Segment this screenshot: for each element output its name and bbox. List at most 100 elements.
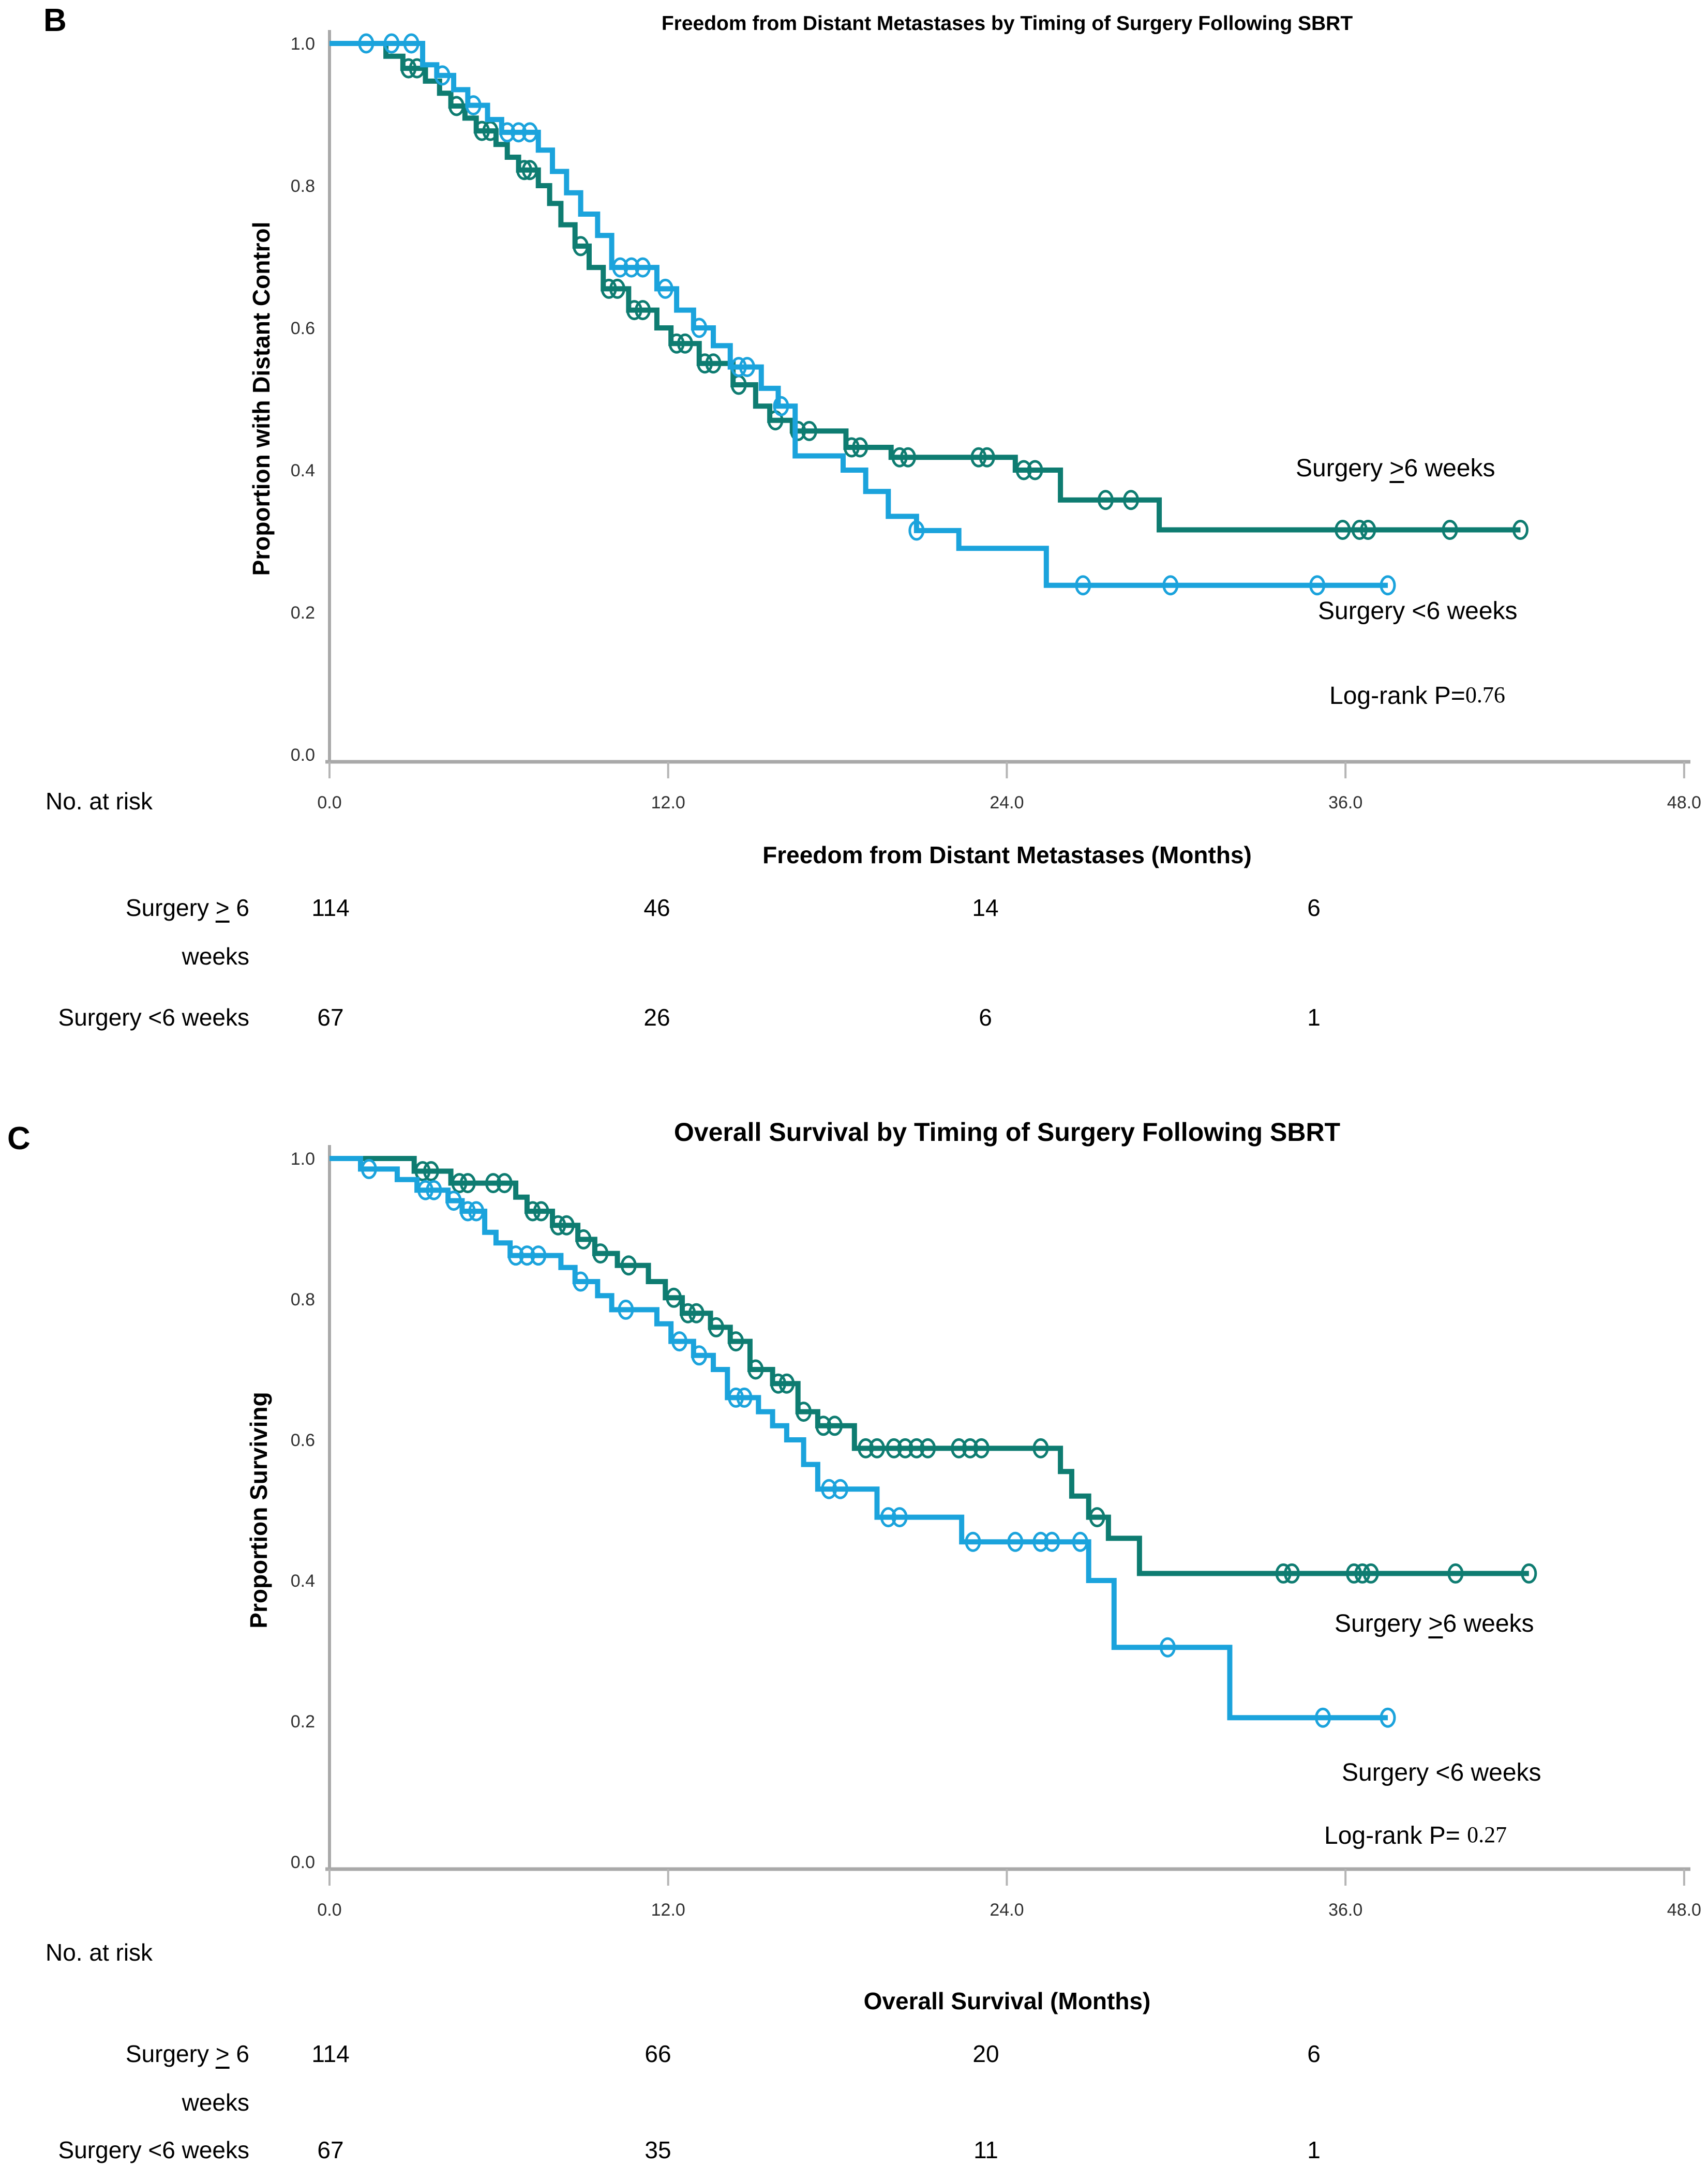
censor-mark (680, 1303, 696, 1323)
censor-mark (1346, 1563, 1362, 1584)
censor-mark (414, 1161, 431, 1181)
censor-mark (773, 396, 789, 416)
censor-mark (728, 1331, 744, 1352)
censor-mark (965, 1531, 981, 1552)
censor-mark (635, 300, 651, 321)
censor-mark (496, 1173, 513, 1194)
x-tick-label: 24.0 (990, 793, 1024, 812)
label-part: Surgery (125, 2040, 216, 2067)
censor-mark (403, 33, 419, 54)
label-part: > (215, 894, 230, 921)
panel-b-risk-row1-label-line1: Surgery > 6 (0, 894, 249, 922)
censor-mark (417, 1180, 434, 1200)
censor-mark (951, 1438, 967, 1458)
risk-count: 6 (979, 1004, 992, 1031)
censor-mark (900, 447, 916, 468)
censor-mark (801, 420, 818, 441)
censor-mark (1162, 575, 1179, 596)
label-part: Surgery <6 weeks (58, 1004, 249, 1031)
censor-mark (511, 122, 527, 143)
panel-c-risk-header: No. at risk (46, 1939, 153, 1966)
censor-mark (1380, 1707, 1396, 1728)
censor-mark (886, 1438, 902, 1458)
censor-mark (657, 278, 673, 299)
censor-mark (459, 1201, 476, 1222)
censor-mark (1159, 1637, 1176, 1658)
censor-mark (705, 353, 722, 374)
censor-mark (979, 447, 995, 468)
panel-c-x-axis-title: Overall Survival (Months) (863, 1988, 1151, 2014)
censor-mark (908, 1438, 925, 1458)
censor-mark (708, 1317, 724, 1337)
x-tick-label: 36.0 (1328, 1900, 1362, 1920)
censor-mark (1097, 490, 1114, 510)
risk-count: 66 (645, 2040, 671, 2067)
km-chart-panel-c: 0.0 12.0 24.0 36.0 48.0 1.0 0.8 0.6 0.4 0.2 0.0 (291, 1145, 1701, 1920)
censor-mark (778, 1373, 795, 1394)
censor-mark (635, 257, 651, 278)
censor-mark (697, 353, 713, 374)
label-part: Surgery <6 weeks (1318, 597, 1518, 625)
censor-mark (815, 1416, 832, 1436)
y-tick-label: 0.6 (291, 319, 315, 338)
censor-mark (1354, 1563, 1371, 1584)
y-tick-label: 0.8 (291, 176, 315, 196)
censor-mark (451, 1173, 468, 1194)
x-tick-label: 0.0 (317, 793, 341, 812)
panel-b-legend-surgery-ge6: Surgery >6 weeks (1296, 454, 1495, 483)
label-part: Surgery (125, 894, 216, 921)
censor-mark (1447, 1563, 1464, 1584)
risk-count: 1 (1307, 2136, 1321, 2163)
y-tick-label: 1.0 (291, 1149, 315, 1169)
x-tick-label: 24.0 (990, 1900, 1024, 1920)
y-tick-label: 0.2 (291, 1712, 315, 1732)
censor-mark (400, 58, 417, 79)
risk-count: 46 (643, 894, 670, 921)
censor-mark (1032, 1531, 1049, 1552)
censor-mark (521, 122, 538, 143)
censor-mark (609, 278, 626, 299)
censor-mark (468, 1201, 485, 1222)
censor-mark (485, 1173, 501, 1194)
panel-c-risk-row1-label-line1: Surgery > 6 (0, 2040, 249, 2068)
x-tick-label: 12.0 (651, 793, 685, 812)
panel-c-risk-row1-counts: 114 66 20 6 (0, 2040, 1708, 2071)
censor-mark (821, 1479, 837, 1499)
censor-mark (970, 447, 987, 468)
km-curve (329, 41, 1388, 588)
censor-mark (426, 1180, 442, 1200)
censor-mark (1309, 575, 1326, 596)
risk-count: 35 (645, 2136, 671, 2163)
censor-mark (1044, 1531, 1060, 1552)
risk-count: 11 (973, 2136, 998, 2163)
logrank-value: 0.27 (1467, 1822, 1507, 1847)
censor-mark (1075, 575, 1091, 596)
censor-mark (1360, 520, 1376, 540)
label-part: 6 weeks (1443, 1610, 1534, 1637)
censor-mark (448, 96, 465, 116)
panel-c-logrank: Log-rank P= 0.27 (1324, 1822, 1507, 1850)
censor-mark (434, 65, 451, 86)
label-part: > (1389, 455, 1404, 482)
censor-mark (516, 160, 532, 180)
risk-count: 114 (311, 2040, 350, 2067)
x-tick-label: 12.0 (651, 1900, 685, 1920)
panel-b-risk-row1-counts: 114 46 14 6 (0, 894, 1708, 925)
risk-count: 67 (317, 2136, 344, 2163)
y-tick-label: 0.8 (291, 1290, 315, 1310)
panel-c-legend-surgery-lt6: Surgery <6 weeks (1342, 1758, 1541, 1787)
label-part: 6 (229, 894, 249, 921)
censor-mark (1275, 1563, 1292, 1584)
logrank-value: 0.76 (1465, 682, 1505, 708)
panel-b-risk-row2-label: Surgery <6 weeks (0, 1003, 249, 1031)
censor-mark (623, 257, 640, 278)
censor-mark (671, 1331, 688, 1352)
censor-mark (962, 1438, 979, 1458)
censor-mark (383, 33, 400, 54)
censor-mark (601, 278, 617, 299)
censor-mark (1362, 1563, 1379, 1584)
censor-mark (499, 122, 516, 143)
censor-mark (880, 1507, 896, 1528)
censor-mark (747, 1359, 764, 1380)
